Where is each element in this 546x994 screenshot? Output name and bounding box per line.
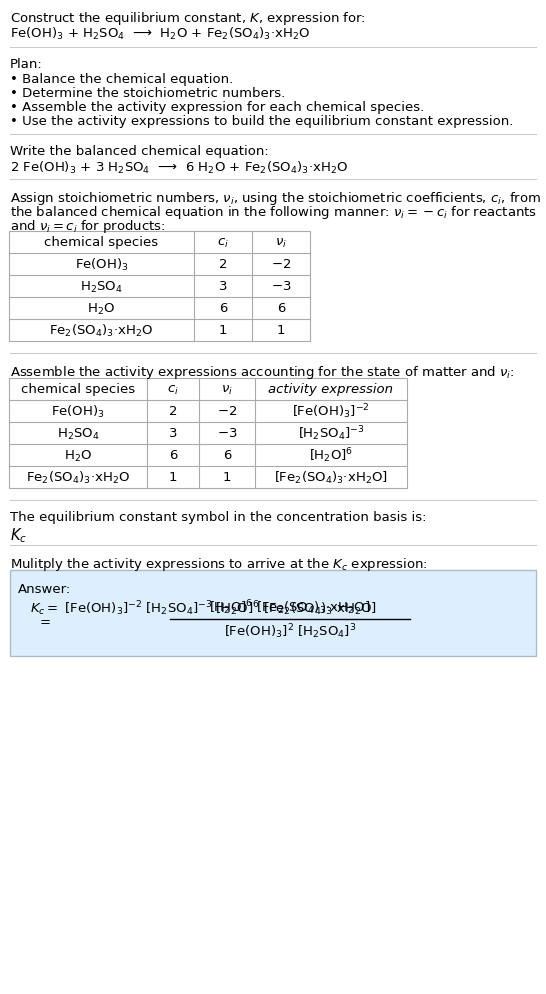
Text: H$_2$O: H$_2$O (87, 301, 116, 316)
Text: Fe(OH)$_3$: Fe(OH)$_3$ (51, 404, 105, 419)
Text: chemical species: chemical species (21, 383, 135, 396)
Text: 6: 6 (169, 449, 177, 462)
Text: 3: 3 (219, 280, 227, 293)
Text: [Fe$_2$(SO$_4$)$_3$·xH$_2$O]: [Fe$_2$(SO$_4$)$_3$·xH$_2$O] (274, 469, 388, 485)
Text: • Balance the chemical equation.: • Balance the chemical equation. (10, 73, 233, 85)
Text: 6: 6 (277, 302, 285, 315)
Text: 1: 1 (169, 471, 177, 484)
Text: $-2$: $-2$ (271, 258, 291, 271)
Text: • Assemble the activity expression for each chemical species.: • Assemble the activity expression for e… (10, 101, 424, 114)
Bar (9, 379, 407, 488)
Text: $c_i$: $c_i$ (167, 383, 179, 397)
Text: $-2$: $-2$ (217, 406, 237, 418)
Text: Write the balanced chemical equation:: Write the balanced chemical equation: (10, 145, 269, 158)
Text: and $\nu_i = c_i$ for products:: and $\nu_i = c_i$ for products: (10, 218, 165, 235)
Bar (9, 379, 407, 488)
Text: the balanced chemical equation in the following manner: $\nu_i = -c_i$ for react: the balanced chemical equation in the fo… (10, 204, 537, 221)
Text: 1: 1 (219, 324, 227, 337)
Text: 2: 2 (169, 406, 177, 418)
Text: Construct the equilibrium constant, $K$, expression for:: Construct the equilibrium constant, $K$,… (10, 10, 366, 27)
Text: • Use the activity expressions to build the equilibrium constant expression.: • Use the activity expressions to build … (10, 115, 513, 128)
Text: [Fe(OH)$_3$]$^2$ [H$_2$SO$_4$]$^3$: [Fe(OH)$_3$]$^2$ [H$_2$SO$_4$]$^3$ (224, 621, 356, 640)
Text: $-3$: $-3$ (217, 427, 238, 440)
Text: $c_i$: $c_i$ (217, 237, 229, 249)
Text: $K_c = $ [Fe(OH)$_3$]$^{-2}$ [H$_2$SO$_4$]$^{-3}$ [H$_2$O]$^6$ [Fe$_2$(SO$_4$)$_: $K_c = $ [Fe(OH)$_3$]$^{-2}$ [H$_2$SO$_4… (30, 598, 377, 617)
Text: Fe(OH)$_3$: Fe(OH)$_3$ (75, 256, 128, 272)
Bar (9, 232, 310, 342)
Text: chemical species: chemical species (44, 237, 158, 249)
Text: Answer:: Answer: (18, 582, 71, 595)
Text: Fe$_2$(SO$_4$)$_3$·xH$_2$O: Fe$_2$(SO$_4$)$_3$·xH$_2$O (26, 469, 130, 485)
Text: 2 Fe(OH)$_3$ + 3 H$_2$SO$_4$  ⟶  6 H$_2$O + Fe$_2$(SO$_4$)$_3$·xH$_2$O: 2 Fe(OH)$_3$ + 3 H$_2$SO$_4$ ⟶ 6 H$_2$O … (10, 160, 348, 176)
Text: The equilibrium constant symbol in the concentration basis is:: The equilibrium constant symbol in the c… (10, 511, 426, 524)
Text: 3: 3 (169, 427, 177, 440)
Text: activity expression: activity expression (269, 383, 394, 396)
Text: 1: 1 (277, 324, 285, 337)
Text: [H$_2$O]$^6$ [Fe$_2$(SO$_4$)$_3$·xH$_2$O]: [H$_2$O]$^6$ [Fe$_2$(SO$_4$)$_3$·xH$_2$O… (209, 597, 371, 616)
Text: [Fe(OH)$_3$]$^{-2}$: [Fe(OH)$_3$]$^{-2}$ (292, 403, 370, 420)
Text: Assemble the activity expressions accounting for the state of matter and $\nu_i$: Assemble the activity expressions accoun… (10, 364, 515, 381)
Text: H$_2$SO$_4$: H$_2$SO$_4$ (57, 426, 99, 441)
Text: 6: 6 (219, 302, 227, 315)
Text: Assign stoichiometric numbers, $\nu_i$, using the stoichiometric coefficients, $: Assign stoichiometric numbers, $\nu_i$, … (10, 190, 541, 207)
Text: [H$_2$O]$^6$: [H$_2$O]$^6$ (309, 446, 353, 465)
Text: 2: 2 (219, 258, 227, 271)
Text: $K_c$: $K_c$ (10, 526, 27, 544)
Bar (10, 571, 536, 656)
Text: Mulitply the activity expressions to arrive at the $K_c$ expression:: Mulitply the activity expressions to arr… (10, 556, 428, 573)
Text: $-3$: $-3$ (271, 280, 291, 293)
Text: 6: 6 (223, 449, 231, 462)
Text: =: = (40, 616, 51, 629)
Text: • Determine the stoichiometric numbers.: • Determine the stoichiometric numbers. (10, 86, 285, 100)
Text: Fe(OH)$_3$ + H$_2$SO$_4$  ⟶  H$_2$O + Fe$_2$(SO$_4$)$_3$·xH$_2$O: Fe(OH)$_3$ + H$_2$SO$_4$ ⟶ H$_2$O + Fe$_… (10, 26, 310, 42)
Text: 1: 1 (223, 471, 232, 484)
Text: [H$_2$SO$_4$]$^{-3}$: [H$_2$SO$_4$]$^{-3}$ (298, 424, 364, 443)
Text: H$_2$SO$_4$: H$_2$SO$_4$ (80, 279, 123, 294)
Text: $\nu_i$: $\nu_i$ (221, 383, 233, 397)
Bar (9, 232, 310, 342)
Text: Plan:: Plan: (10, 58, 43, 71)
Text: Fe$_2$(SO$_4$)$_3$·xH$_2$O: Fe$_2$(SO$_4$)$_3$·xH$_2$O (49, 323, 153, 339)
Text: H$_2$O: H$_2$O (64, 448, 92, 463)
Text: $\nu_i$: $\nu_i$ (275, 237, 287, 249)
